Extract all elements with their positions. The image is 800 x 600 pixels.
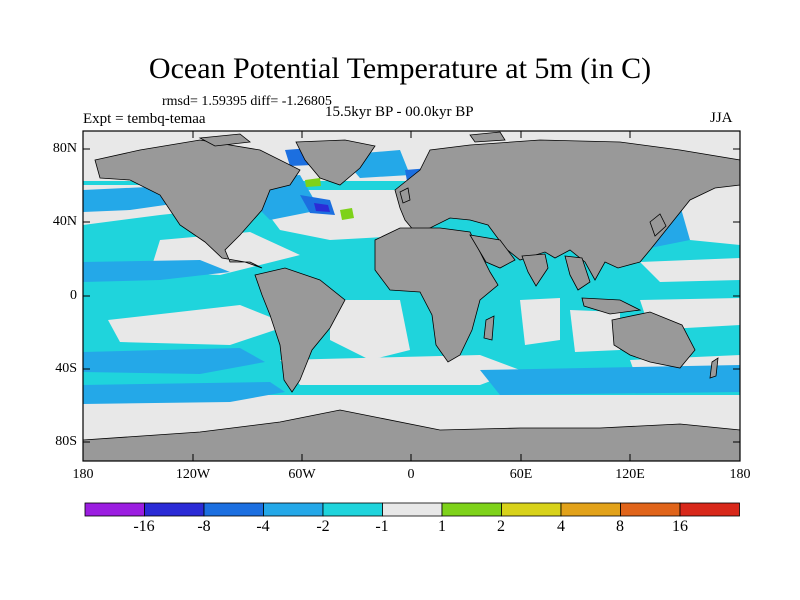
lon-ticks: [192, 131, 631, 461]
lon-label-60w: 60W: [288, 467, 316, 482]
colorbar-swatch: [501, 502, 562, 517]
colorbar-swatch: [322, 502, 383, 517]
lat-ticks: [83, 148, 740, 443]
map-title: Ocean Potential Temperature at 5m (in C): [148, 52, 652, 85]
colorbar-swatch: [84, 502, 145, 517]
land-masses: [82, 131, 741, 462]
lat-label-80s: 80S: [55, 434, 77, 449]
colorbar-swatch: [679, 502, 740, 517]
colorbar-swatch: [263, 502, 324, 517]
lat-label-40s: 40S: [55, 361, 77, 376]
colorbar-label: 1: [438, 518, 446, 535]
plus-one-regions: [305, 178, 354, 220]
lon-label-180e: 180: [729, 467, 751, 482]
colorbar-swatch: [203, 502, 264, 517]
stats-text: rmsd= 1.59395 diff= -1.26805: [162, 94, 332, 109]
map-panel: [82, 130, 741, 462]
lat-label-40n: 40N: [52, 214, 77, 229]
period-label: 15.5kyr BP - 00.0kyr BP: [325, 104, 474, 120]
lon-label-120w: 120W: [175, 467, 211, 482]
colorbar-label: -8: [197, 518, 211, 535]
experiment-label: Expt = tembq-temaa: [83, 111, 206, 127]
lat-label-80n: 80N: [52, 141, 77, 156]
colorbar-swatch: [560, 502, 621, 517]
colorbar-label: -4: [256, 518, 270, 535]
colorbar: [84, 502, 740, 517]
colorbar-label: 8: [616, 518, 624, 535]
colorbar-swatch: [620, 502, 681, 517]
colorbar-swatch: [441, 502, 502, 517]
lat-label-0: 0: [70, 288, 77, 303]
season-label: JJA: [710, 110, 733, 126]
colorbar-swatch: [382, 502, 443, 517]
lon-label-0: 0: [407, 467, 415, 482]
lon-label-60e: 60E: [509, 467, 533, 482]
colorbar-label: 4: [557, 518, 565, 535]
colorbar-label: -1: [375, 518, 389, 535]
lon-label-180w: 180: [72, 467, 94, 482]
colorbar-label: -16: [133, 518, 155, 535]
colorbar-label: 2: [497, 518, 505, 535]
lon-label-120e: 120E: [615, 467, 645, 482]
colorbar-swatch: [144, 502, 205, 517]
colorbar-label: 16: [672, 518, 688, 535]
colorbar-label: -2: [316, 518, 330, 535]
